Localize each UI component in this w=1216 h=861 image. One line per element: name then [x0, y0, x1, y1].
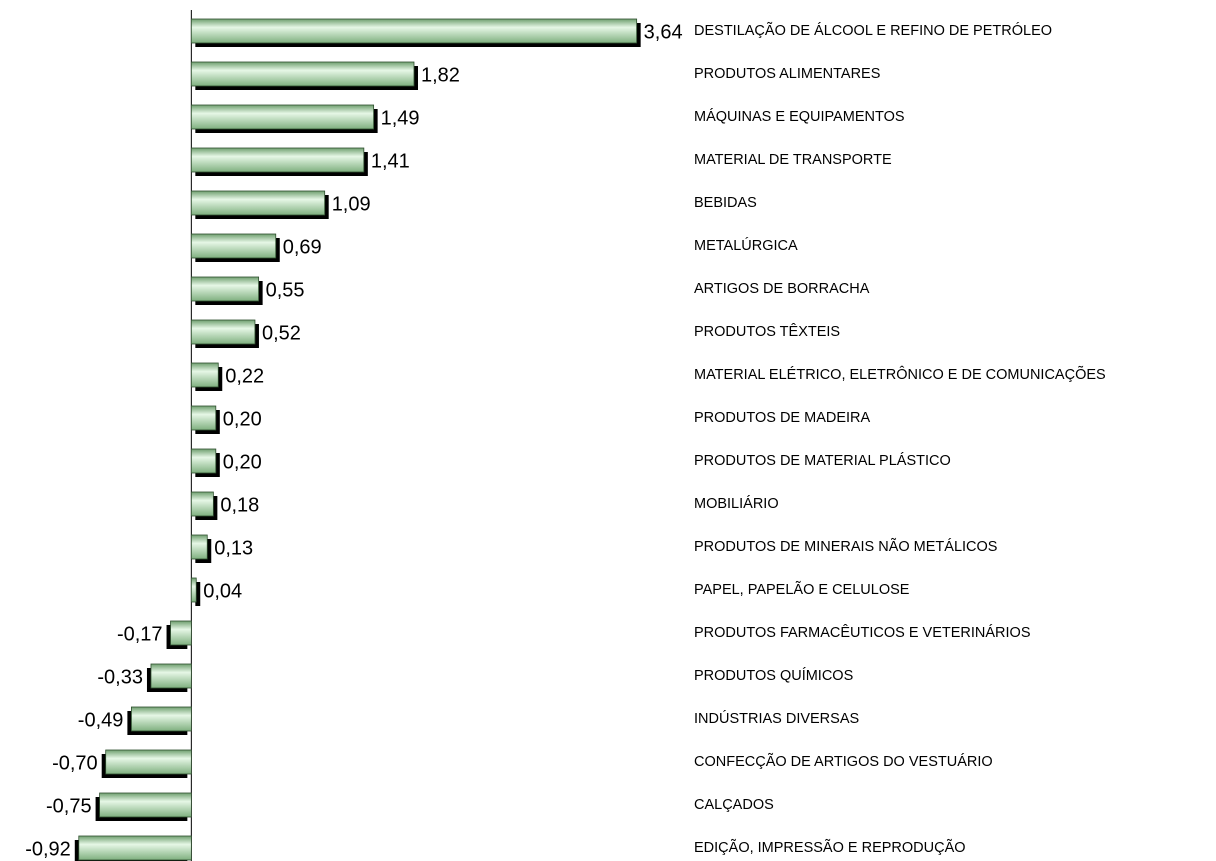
- value-label: 0,20: [223, 451, 262, 473]
- value-label: -0,17: [117, 623, 163, 645]
- bar: [78, 835, 192, 861]
- category-label: INDÚSTRIAS DIVERSAS: [694, 710, 859, 727]
- category-label: PRODUTOS DE MINERAIS NÃO METÁLICOS: [694, 538, 997, 555]
- value-label: 0,18: [220, 494, 259, 516]
- category-label: PRODUTOS QUÍMICOS: [694, 667, 853, 684]
- bar: [190, 190, 326, 216]
- bar: [130, 706, 192, 732]
- category-label: METALÚRGICA: [694, 237, 798, 254]
- category-label: EDIÇÃO, IMPRESSÃO E REPRODUÇÃO: [694, 839, 966, 856]
- category-label: MATERIAL ELÉTRICO, ELETRÔNICO E DE COMUN…: [694, 366, 1106, 383]
- value-label: -0,33: [97, 666, 143, 688]
- bar: [190, 448, 217, 474]
- category-label: DESTILAÇÃO DE ÁLCOOL E REFINO DE PETRÓLE…: [694, 22, 1052, 39]
- bar: [190, 534, 208, 560]
- bar: [190, 491, 214, 517]
- value-label: 3,64: [644, 21, 683, 43]
- value-label: 0,52: [262, 322, 301, 344]
- category-label: PAPEL, PAPELÃO E CELULOSE: [694, 581, 910, 598]
- bar: [190, 18, 638, 44]
- value-label: 0,04: [203, 580, 242, 602]
- category-label: PRODUTOS FARMACÊUTICOS E VETERINÁRIOS: [694, 624, 1031, 641]
- value-label: -0,49: [78, 709, 124, 731]
- bar: [190, 276, 260, 302]
- bar: [190, 233, 277, 259]
- bar: [105, 749, 192, 775]
- bar: [190, 577, 197, 603]
- category-label: MÁQUINAS E EQUIPAMENTOS: [694, 108, 905, 125]
- bar: [99, 792, 192, 818]
- bar: [190, 362, 219, 388]
- category-label: CALÇADOS: [694, 797, 774, 813]
- bar: [170, 620, 192, 646]
- value-label: 1,09: [332, 193, 371, 215]
- category-label: MATERIAL DE TRANSPORTE: [694, 152, 892, 168]
- category-label: ARTIGOS DE BORRACHA: [694, 281, 870, 297]
- category-label: MOBILIÁRIO: [694, 495, 779, 512]
- value-label: 1,49: [381, 107, 420, 129]
- bar: [190, 147, 365, 173]
- value-label: 0,69: [283, 236, 322, 258]
- category-label: PRODUTOS ALIMENTARES: [694, 66, 880, 82]
- value-label: 0,13: [214, 537, 253, 559]
- bar: [190, 61, 415, 87]
- value-label: -0,70: [52, 752, 98, 774]
- bar: [190, 104, 375, 130]
- value-label: 0,55: [266, 279, 305, 301]
- bar: [190, 319, 256, 345]
- value-label: 0,20: [223, 408, 262, 430]
- value-label: -0,92: [25, 838, 71, 860]
- value-label: -0,75: [46, 795, 92, 817]
- value-label: 1,82: [421, 64, 460, 86]
- value-label: 0,22: [225, 365, 264, 387]
- category-label: PRODUTOS DE MATERIAL PLÁSTICO: [694, 452, 951, 469]
- category-label: PRODUTOS TÊXTEIS: [694, 323, 840, 340]
- bar-shadow: [195, 582, 201, 606]
- category-label: PRODUTOS DE MADEIRA: [694, 410, 871, 426]
- bar: [190, 405, 217, 431]
- category-label: BEBIDAS: [694, 195, 757, 211]
- value-label: 1,41: [371, 150, 410, 172]
- bar: [150, 663, 192, 689]
- category-label: CONFECÇÃO DE ARTIGOS DO VESTUÁRIO: [694, 753, 993, 770]
